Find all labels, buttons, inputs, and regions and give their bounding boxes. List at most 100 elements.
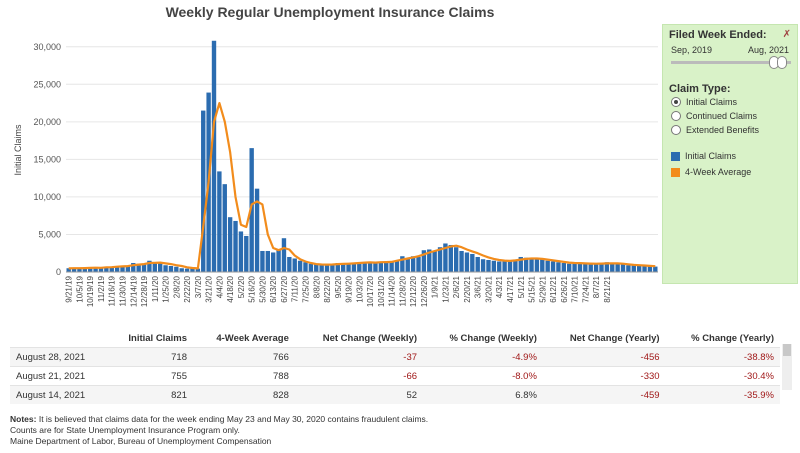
bar-initial-claims[interactable] bbox=[104, 266, 109, 272]
bar-initial-claims[interactable] bbox=[131, 262, 136, 272]
bar-initial-claims[interactable] bbox=[163, 265, 168, 272]
bar-initial-claims[interactable] bbox=[157, 262, 163, 272]
bar-initial-claims[interactable] bbox=[534, 258, 540, 272]
bar-initial-claims[interactable] bbox=[82, 268, 88, 272]
radio-continued-claims[interactable]: Continued Claims bbox=[671, 111, 757, 121]
bar-initial-claims[interactable] bbox=[260, 250, 265, 272]
bar-initial-claims[interactable] bbox=[184, 268, 190, 272]
radio-icon[interactable] bbox=[671, 125, 681, 135]
bar-initial-claims[interactable] bbox=[529, 258, 534, 272]
bar-initial-claims[interactable] bbox=[249, 148, 254, 272]
bar-initial-claims[interactable] bbox=[394, 260, 400, 272]
bar-initial-claims[interactable] bbox=[437, 247, 443, 272]
bar-initial-claims[interactable] bbox=[254, 188, 260, 272]
bar-initial-claims[interactable] bbox=[453, 247, 459, 272]
bar-initial-claims[interactable] bbox=[400, 256, 405, 272]
bar-initial-claims[interactable] bbox=[513, 259, 518, 272]
bar-initial-claims[interactable] bbox=[464, 252, 470, 272]
bar-initial-claims[interactable] bbox=[518, 256, 523, 272]
bar-initial-claims[interactable] bbox=[244, 235, 249, 272]
bar-initial-claims[interactable] bbox=[66, 268, 71, 272]
bar-initial-claims[interactable] bbox=[373, 262, 378, 272]
bar-initial-claims[interactable] bbox=[620, 264, 626, 272]
bar-initial-claims[interactable] bbox=[109, 266, 114, 272]
bar-initial-claims[interactable] bbox=[335, 262, 340, 272]
bar-initial-claims[interactable] bbox=[497, 261, 502, 272]
bar-initial-claims[interactable] bbox=[276, 249, 281, 272]
bar-initial-claims[interactable] bbox=[238, 231, 244, 272]
bar-initial-claims[interactable] bbox=[297, 260, 303, 272]
bar-initial-claims[interactable] bbox=[604, 262, 610, 272]
bar-initial-claims[interactable] bbox=[367, 262, 373, 272]
bar-initial-claims[interactable] bbox=[319, 264, 324, 272]
bar-initial-claims[interactable] bbox=[583, 263, 588, 272]
bar-initial-claims[interactable] bbox=[233, 220, 238, 272]
bar-initial-claims[interactable] bbox=[416, 256, 421, 272]
bar-initial-claims[interactable] bbox=[324, 264, 330, 272]
bar-initial-claims[interactable] bbox=[292, 258, 297, 272]
bar-initial-claims[interactable] bbox=[125, 265, 131, 272]
bar-initial-claims[interactable] bbox=[384, 261, 389, 272]
radio-selected-icon[interactable] bbox=[671, 97, 681, 107]
bar-initial-claims[interactable] bbox=[545, 260, 550, 272]
bar-initial-claims[interactable] bbox=[642, 265, 647, 272]
bar-initial-claims[interactable] bbox=[653, 266, 658, 272]
bar-initial-claims[interactable] bbox=[217, 171, 222, 272]
bar-initial-claims[interactable] bbox=[190, 268, 195, 272]
bar-initial-claims[interactable] bbox=[389, 262, 394, 272]
bar-initial-claims[interactable] bbox=[362, 262, 367, 272]
bar-initial-claims[interactable] bbox=[351, 262, 357, 272]
bar-initial-claims[interactable] bbox=[265, 250, 271, 272]
bar-initial-claims[interactable] bbox=[71, 268, 77, 272]
radio-icon[interactable] bbox=[671, 111, 681, 121]
bar-initial-claims[interactable] bbox=[540, 259, 545, 272]
slider-handle-end[interactable] bbox=[777, 56, 787, 69]
bar-initial-claims[interactable] bbox=[174, 266, 179, 272]
scrollbar-thumb[interactable] bbox=[783, 344, 791, 356]
bar-initial-claims[interactable] bbox=[195, 268, 201, 272]
bar-initial-claims[interactable] bbox=[556, 262, 561, 272]
bar-initial-claims[interactable] bbox=[77, 267, 82, 272]
bar-initial-claims[interactable] bbox=[98, 268, 104, 272]
bar-initial-claims[interactable] bbox=[599, 263, 604, 272]
bar-initial-claims[interactable] bbox=[491, 260, 497, 272]
bar-initial-claims[interactable] bbox=[421, 250, 427, 272]
bar-initial-claims[interactable] bbox=[314, 264, 319, 272]
bar-initial-claims[interactable] bbox=[340, 264, 346, 272]
line-4-week-average[interactable] bbox=[68, 101, 656, 270]
bar-initial-claims[interactable] bbox=[593, 264, 599, 272]
bar-initial-claims[interactable] bbox=[281, 238, 287, 272]
bar-initial-claims[interactable] bbox=[88, 267, 93, 272]
bar-initial-claims[interactable] bbox=[357, 262, 362, 272]
bar-initial-claims[interactable] bbox=[227, 217, 233, 272]
bar-initial-claims[interactable] bbox=[626, 265, 631, 272]
bar-initial-claims[interactable] bbox=[93, 267, 98, 272]
clear-filter-icon[interactable]: ✗ bbox=[782, 29, 791, 40]
bar-initial-claims[interactable] bbox=[271, 252, 276, 272]
bar-initial-claims[interactable] bbox=[287, 256, 292, 272]
radio-extended-benefits[interactable]: Extended Benefits bbox=[671, 125, 759, 135]
bar-initial-claims[interactable] bbox=[222, 184, 227, 272]
bar-initial-claims[interactable] bbox=[211, 40, 217, 272]
bar-initial-claims[interactable] bbox=[448, 244, 453, 272]
bar-initial-claims[interactable] bbox=[631, 265, 636, 272]
bar-initial-claims[interactable] bbox=[615, 262, 620, 272]
bar-initial-claims[interactable] bbox=[443, 243, 448, 272]
bar-initial-claims[interactable] bbox=[480, 259, 486, 272]
bar-initial-claims[interactable] bbox=[179, 268, 184, 272]
bar-initial-claims[interactable] bbox=[475, 256, 480, 272]
bar-initial-claims[interactable] bbox=[303, 262, 308, 272]
bar-initial-claims[interactable] bbox=[432, 250, 437, 272]
bar-initial-claims[interactable] bbox=[561, 262, 567, 272]
bar-initial-claims[interactable] bbox=[141, 264, 147, 272]
bar-initial-claims[interactable] bbox=[330, 263, 335, 272]
bar-initial-claims[interactable] bbox=[459, 250, 464, 272]
bar-initial-claims[interactable] bbox=[470, 253, 475, 272]
bar-initial-claims[interactable] bbox=[427, 249, 432, 272]
date-range-slider[interactable] bbox=[671, 61, 791, 64]
bar-initial-claims[interactable] bbox=[346, 263, 351, 272]
bar-initial-claims[interactable] bbox=[120, 266, 125, 272]
bar-initial-claims[interactable] bbox=[114, 265, 120, 272]
bar-initial-claims[interactable] bbox=[636, 265, 642, 272]
bar-initial-claims[interactable] bbox=[523, 257, 529, 272]
